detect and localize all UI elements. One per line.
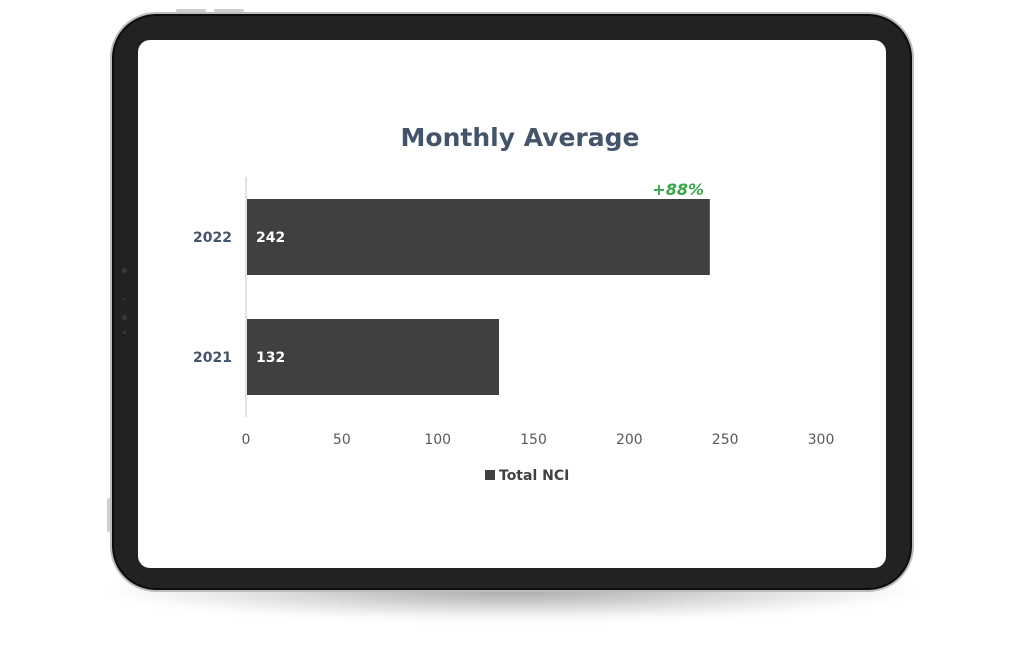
legend-swatch	[485, 470, 495, 480]
x-tick-label: 300	[808, 432, 835, 448]
camera-dot	[122, 268, 127, 273]
legend-label: Total NCI	[499, 468, 569, 484]
bar-chart: Monthly Average +88% 242 2022 132 2021 0 50 1…	[193, 123, 835, 484]
x-tick-label: 0	[242, 432, 251, 448]
tablet-screen: Monthly Average +88% 242 2022 132 2021 0 50 1…	[138, 40, 886, 568]
growth-annotation: +88%	[652, 180, 704, 199]
side-button	[107, 498, 110, 532]
chart-title: Monthly Average	[401, 123, 640, 152]
data-label-2022: 242	[256, 230, 285, 246]
data-label-2021: 132	[256, 350, 285, 366]
sensor-dot	[123, 298, 125, 300]
x-tick-label: 200	[616, 432, 643, 448]
bar-2022	[247, 199, 710, 275]
power-button	[214, 9, 244, 12]
x-tick-label: 100	[424, 432, 451, 448]
category-label-2021: 2021	[193, 350, 232, 366]
x-tick-label: 50	[333, 432, 351, 448]
bar-2021	[247, 319, 499, 395]
category-label-2022: 2022	[193, 230, 232, 246]
x-tick-label: 250	[712, 432, 739, 448]
bars-layer: 242 2022 132 2021	[193, 199, 710, 395]
x-axis: 0 50 100 150 200 250 300	[242, 432, 835, 448]
sensor-dot	[123, 331, 126, 334]
camera-dot	[122, 315, 127, 320]
legend: Total NCI	[485, 468, 569, 484]
volume-button	[176, 9, 206, 12]
x-tick-label: 150	[520, 432, 547, 448]
